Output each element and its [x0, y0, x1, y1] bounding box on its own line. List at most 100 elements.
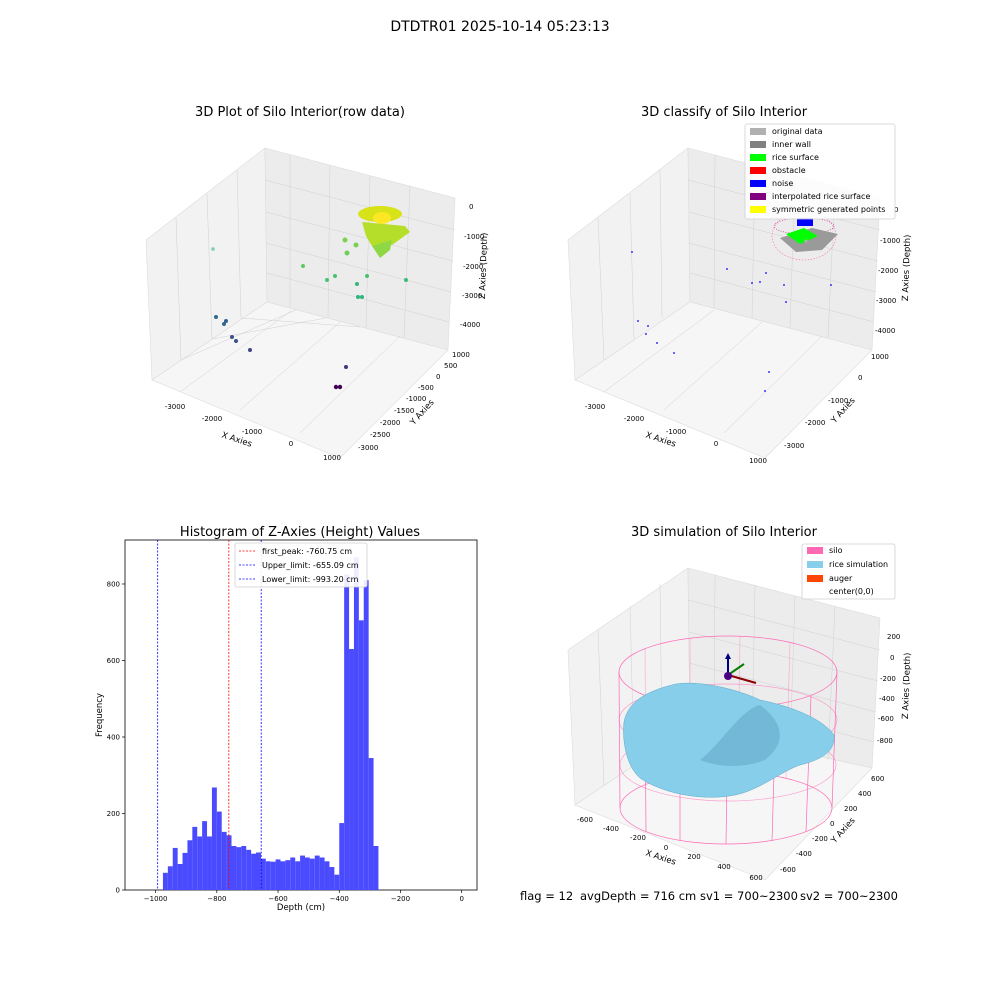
footer-avg-depth: avgDepth = 716 cm: [580, 889, 696, 903]
footer-sv2: sv2 = 700~2300: [800, 889, 898, 903]
legend-swatch-auger: [807, 575, 823, 582]
auger-z-arrowhead: [725, 653, 731, 659]
panel-histogram: Histogram of Z-Axies (Height) Values −10…: [95, 525, 478, 913]
classify-noise-point: [631, 251, 633, 253]
raw-point: [355, 282, 359, 286]
histogram-bar: [162, 872, 168, 890]
classify-noise-point: [751, 282, 753, 284]
histogram-bar: [344, 574, 350, 890]
legend-swatch-silo: [807, 547, 823, 554]
raw-point: [353, 242, 359, 248]
classify-legend: original data inner wall rice surface ob…: [744, 123, 896, 220]
classify-noise-point: [830, 284, 832, 286]
legend-label-inner-wall: inner wall: [772, 140, 811, 149]
raw-point: [404, 278, 408, 282]
raw-z-tick: -4000: [460, 321, 480, 329]
raw-point: [356, 295, 360, 299]
raw-y-tick: 500: [444, 362, 457, 370]
legend-swatch-obstacle: [750, 167, 766, 174]
classify-x-tick: -3000: [585, 403, 605, 411]
histogram-x-tick-label: −200: [391, 895, 410, 903]
histogram-bar: [231, 846, 237, 890]
sim-z-label: Z Axies (Depth): [901, 652, 913, 719]
raw-x-tick: -1000: [242, 428, 262, 436]
histogram-y-tick-label: 600: [107, 657, 120, 665]
classify-x-tick: 1000: [749, 457, 767, 465]
legend-label-upper-limit: Upper_limit: -655.09 cm: [262, 561, 359, 570]
histogram-bar: [270, 861, 276, 890]
classify-noise-point: [656, 342, 658, 344]
raw-point: [301, 264, 305, 268]
histogram-bar: [304, 857, 310, 890]
legend-label-symmetric: symmetric generated points: [772, 205, 885, 214]
sim-z-tick: -800: [877, 737, 893, 745]
sim-y-tick: 0: [830, 820, 834, 828]
footer-status: flag = 12 avgDepth = 716 cm sv1 = 700~23…: [520, 889, 898, 903]
histogram-bar: [187, 840, 193, 890]
raw-point: [365, 274, 369, 278]
histogram-bar: [300, 855, 305, 890]
histogram-x-tick-label: −1000: [144, 895, 168, 903]
histogram-bar: [285, 860, 291, 890]
histogram-axes-frame: [124, 539, 478, 891]
classify-y-tick: 0: [858, 374, 862, 382]
histogram-bar: [290, 857, 296, 890]
classify-grid: [597, 154, 881, 434]
legend-label-auger: auger: [829, 574, 853, 583]
classify-noise-point: [647, 325, 649, 327]
histogram-bar: [339, 823, 345, 890]
sim-x-tick: 600: [749, 874, 762, 882]
legend-label-interpolated: interpolated rice surface: [772, 192, 870, 201]
legend-label-rice-sim: rice simulation: [829, 560, 888, 569]
raw-point: [342, 237, 348, 243]
classify-y-tick: -1000: [828, 397, 848, 405]
sim-x-ticks: -600 -400 -200 0 200 400 600: [577, 816, 763, 882]
sim-x-tick: 200: [687, 853, 700, 861]
legend-swatch-inner-wall: [750, 141, 766, 148]
simulation-legend-box: [801, 543, 896, 600]
histogram-bar: [172, 847, 178, 890]
histogram-bar: [358, 620, 364, 890]
classify-legend-box: [744, 123, 896, 220]
classify-noise-point: [645, 333, 647, 335]
classify-noise-point: [783, 284, 785, 286]
classify-interp-ring-top: [773, 217, 835, 235]
classify-noise-point: [759, 281, 761, 283]
raw-point: [234, 339, 238, 343]
classify-x-tick: -2000: [624, 415, 644, 423]
sim-z-tick: -600: [878, 715, 894, 723]
auger-x-arrow: [727, 674, 757, 684]
histogram-bar: [260, 858, 266, 890]
histogram-x-tick-label: −400: [330, 895, 349, 903]
classify-x-ticks: -3000 -2000 -1000 0 1000: [585, 403, 767, 465]
raw-point: [211, 247, 215, 251]
histogram-y-label: Frequency: [95, 693, 105, 737]
simulation-title: 3D simulation of Silo Interior: [631, 525, 818, 540]
footer-sv1: sv1 = 700~2300: [700, 889, 798, 903]
classify-noise-point: [764, 390, 766, 392]
histogram-bar: [251, 853, 257, 890]
histogram-bar: [353, 557, 359, 890]
raw-point: [344, 250, 350, 256]
legend-swatch-interpolated: [750, 193, 766, 200]
classify-y-tick: -2000: [805, 419, 825, 427]
raw-point: [360, 295, 364, 299]
legend-label-center: center(0,0): [829, 587, 874, 596]
histogram-title: Histogram of Z-Axies (Height) Values: [180, 525, 420, 540]
histogram-bar: [295, 861, 301, 890]
classify-noise-point: [765, 272, 767, 274]
raw-point: [325, 278, 329, 282]
legend-label-obstacle: obstacle: [772, 166, 806, 175]
raw-point: [224, 319, 228, 323]
raw-points: [211, 206, 410, 390]
sim-x-tick: 0: [664, 844, 668, 852]
sim-y-tick: 400: [858, 790, 871, 798]
raw-y-tick: -1500: [394, 407, 414, 415]
histogram-bar: [319, 857, 325, 890]
sim-z-tick: 200: [887, 633, 900, 641]
histogram-y-tick-label: 800: [107, 580, 120, 588]
raw-cluster-highlight: [373, 212, 391, 224]
raw-point: [344, 365, 348, 369]
classify-z-ticks: 0 -1000 -2000 -3000 -4000: [875, 206, 900, 335]
histogram-x-tick-label: 0: [459, 895, 463, 903]
